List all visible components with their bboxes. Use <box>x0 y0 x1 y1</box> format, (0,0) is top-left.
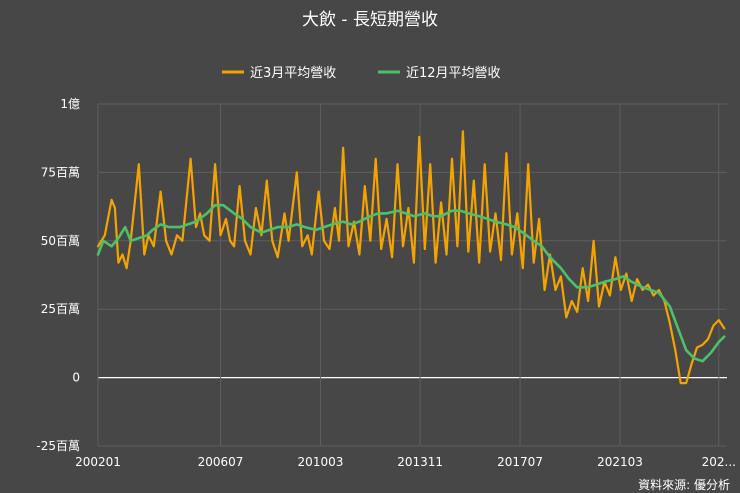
x-tick-label: 201003 <box>298 455 344 469</box>
x-tick-label: 202103 <box>597 455 643 469</box>
y-axis-ticks: 1億 75百萬 50百萬 25百萬 0 -25百萬 <box>36 97 80 453</box>
source-note: 資料來源: 優分析 <box>638 478 730 492</box>
y-tick-label: 75百萬 <box>41 165 80 179</box>
chart-title: 大飲 - 長短期營收 <box>302 10 438 30</box>
y-tick-label: 25百萬 <box>41 302 80 316</box>
x-tick-label: 202... <box>702 455 736 469</box>
legend: 近3月平均營收 近12月平均營收 <box>222 66 501 81</box>
legend-label-3m: 近3月平均營收 <box>250 66 336 81</box>
series-line-12m-avg <box>96 203 726 363</box>
series <box>96 130 726 385</box>
x-tick-label: 200201 <box>75 455 121 469</box>
x-tick-label: 201707 <box>497 455 543 469</box>
grid <box>97 103 727 447</box>
y-tick-label: -25百萬 <box>36 439 80 453</box>
legend-label-12m: 近12月平均營收 <box>406 66 501 81</box>
series-line-3m-avg <box>96 130 726 385</box>
x-axis-ticks: 200201 200607 201003 201311 201707 202103 202.… <box>75 455 736 469</box>
x-tick-label: 201311 <box>397 455 443 469</box>
y-tick-label: 0 <box>72 371 80 385</box>
y-tick-label: 1億 <box>60 97 80 111</box>
x-tick-label: 200607 <box>198 455 244 469</box>
y-tick-label: 50百萬 <box>41 234 80 248</box>
